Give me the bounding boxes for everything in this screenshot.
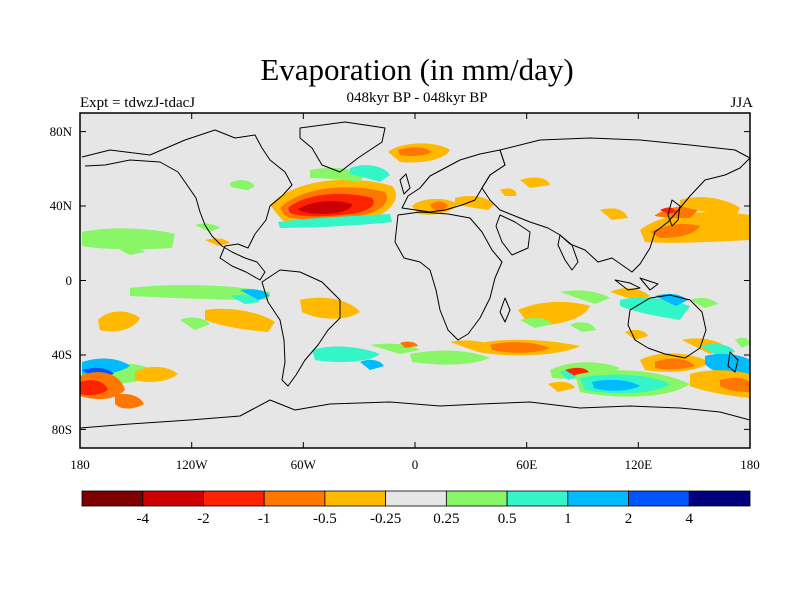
colorbar-swatch [688, 490, 751, 507]
lon-tick-60w: 60W [291, 457, 317, 472]
plot-subtitle: 048kyr BP - 048kyr BP [346, 90, 488, 106]
lon-tick-180e: 180 [740, 457, 760, 472]
lat-tick-0: 0 [66, 273, 73, 288]
coastlines [80, 121, 750, 429]
lat-tick-40s: 40S [52, 347, 72, 362]
colorbar-label: -4 [136, 511, 149, 527]
lon-tick-180w: 180 [70, 457, 90, 472]
colorbar-swatch [263, 490, 326, 507]
season-label: JJA [730, 95, 753, 111]
colorbar-label: 4 [686, 511, 694, 527]
colorbar-swatch [445, 490, 508, 507]
lat-tick-80n: 80N [50, 124, 73, 139]
colorbar-swatch [385, 490, 447, 507]
lon-tick-120e: 120E [625, 457, 653, 472]
colorbar-swatch [142, 490, 204, 507]
colorbar-labels: -4 -2 -1 -0.5 -0.25 0.25 0.5 1 2 4 [136, 511, 693, 527]
colorbar-label: -2 [197, 511, 210, 527]
lat-tick-40n: 40N [50, 198, 73, 213]
colorbar-swatch [567, 490, 629, 507]
lon-axis [191, 113, 639, 448]
anomaly-fields [80, 143, 750, 409]
colorbar-label: -1 [258, 511, 271, 527]
experiment-label: Expt = tdwzJ-tdacJ [80, 95, 196, 111]
lon-tick-0: 0 [412, 457, 419, 472]
colorbar-swatch [506, 490, 569, 507]
colorbar-swatch [81, 490, 144, 507]
colorbar-swatch [628, 490, 690, 507]
colorbar-label: 0.5 [498, 511, 517, 527]
colorbar-swatch [324, 490, 387, 507]
colorbar [81, 490, 751, 507]
lon-tick-120w: 120W [176, 457, 209, 472]
colorbar-label: -0.5 [313, 511, 337, 527]
plot-title: Evaporation (in mm/day) [260, 52, 574, 87]
lat-axis [80, 131, 750, 430]
colorbar-swatch [203, 490, 265, 507]
lat-tick-80s: 80S [52, 422, 72, 437]
map-panel [80, 113, 750, 448]
colorbar-label: 0.25 [433, 511, 459, 527]
colorbar-label: 1 [564, 511, 572, 527]
map-background [80, 113, 750, 448]
colorbar-label: -0.25 [370, 511, 401, 527]
lon-tick-60e: 60E [516, 457, 537, 472]
colorbar-label: 2 [625, 511, 633, 527]
